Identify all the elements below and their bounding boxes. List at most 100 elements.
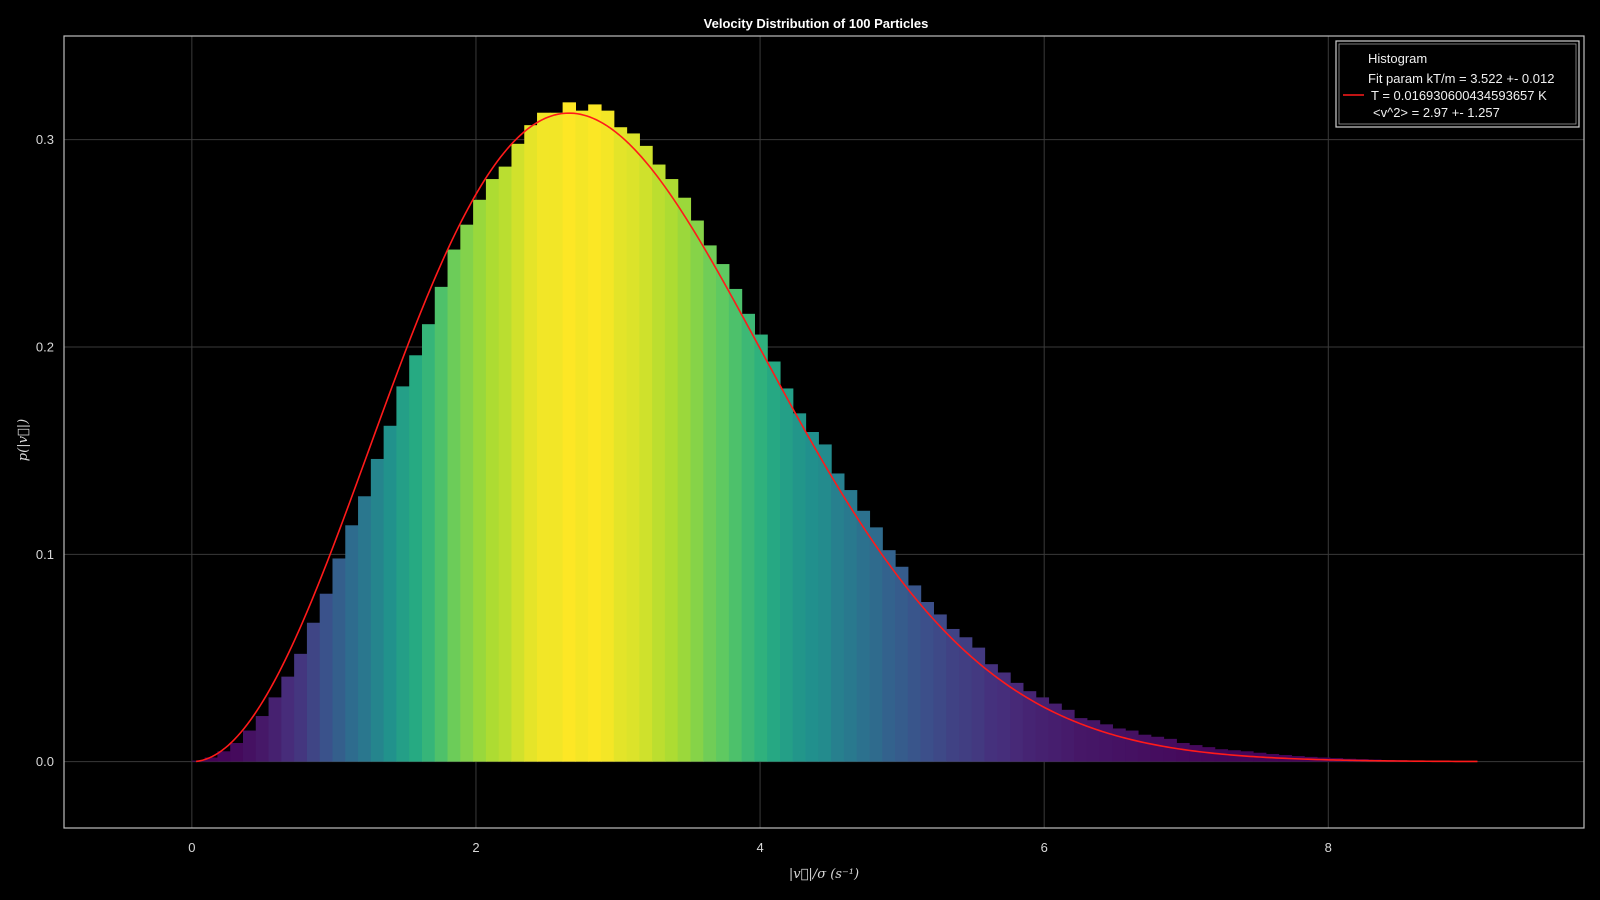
histogram-bar — [460, 224, 474, 762]
histogram-bar — [754, 334, 768, 762]
histogram-bar — [600, 110, 615, 762]
x-tick-label: 2 — [472, 840, 479, 855]
histogram-bar — [613, 127, 628, 762]
histogram-bar — [639, 145, 653, 762]
fit-curve-line — [195, 112, 1478, 763]
histogram-bar — [677, 197, 692, 762]
y-axis-label: p(|v⃗|) — [16, 419, 31, 461]
histogram-bar — [984, 664, 998, 762]
histogram-bar — [1189, 745, 1203, 762]
histogram-bar — [1048, 703, 1062, 762]
histogram-bar — [779, 388, 794, 762]
histogram-bar — [306, 622, 321, 762]
histogram-bar — [421, 324, 436, 762]
histogram-bar — [537, 112, 551, 762]
histogram-bar — [396, 386, 410, 762]
histogram-bar — [409, 355, 423, 762]
legend-box — [1335, 40, 1580, 128]
histogram-bar — [1163, 738, 1177, 762]
histogram-bar — [1035, 697, 1050, 762]
x-tick-label: 6 — [1041, 840, 1048, 855]
histogram-bar — [1010, 682, 1024, 762]
x-tick-label: 8 — [1325, 840, 1332, 855]
legend: Histogram Fit param kT/m = 3.522 +- 0.01… — [1335, 40, 1580, 128]
histogram-bars — [191, 102, 1433, 762]
histogram-bar — [473, 199, 487, 762]
histogram-bar — [255, 716, 270, 762]
histogram-bar — [319, 593, 334, 762]
histogram-bar — [767, 361, 781, 762]
histogram-bar — [971, 647, 986, 762]
histogram-bar — [1176, 742, 1190, 762]
y-tick-label: 0.0 — [36, 754, 54, 769]
histogram-bar — [511, 143, 525, 762]
plot-frame — [63, 35, 1585, 829]
histogram-bar — [383, 425, 398, 762]
histogram-bar — [1086, 720, 1101, 762]
histogram-bar — [242, 730, 257, 762]
histogram-bar — [204, 757, 219, 762]
histogram-bar — [792, 413, 807, 762]
histogram-bar — [434, 286, 449, 762]
histogram-bar — [831, 473, 845, 762]
histogram-bar — [869, 527, 883, 762]
histogram-bar — [958, 637, 973, 762]
histogram-bar — [230, 742, 244, 762]
histogram-bar — [1061, 709, 1075, 762]
legend-entry-fit-param: Fit param kT/m = 3.522 +- 0.012 — [1368, 71, 1554, 86]
histogram-bar — [907, 585, 922, 762]
histogram-bar — [1150, 736, 1165, 762]
y-tick-labels: 0.0 0.1 0.2 0.3 — [36, 132, 54, 769]
histogram-bar — [1112, 728, 1126, 762]
histogram-bar — [1137, 734, 1152, 762]
x-tick-label: 0 — [188, 840, 195, 855]
histogram-bar — [946, 628, 960, 762]
histogram-bar — [741, 313, 755, 762]
histogram-bar — [588, 104, 602, 762]
y-tick-label: 0.1 — [36, 547, 54, 562]
histogram-bar — [1022, 691, 1037, 762]
histogram-bar — [997, 672, 1011, 762]
histogram-bar — [345, 525, 359, 762]
histogram-bar — [549, 112, 564, 762]
histogram-bar — [498, 166, 513, 762]
histogram-bar — [920, 602, 934, 762]
legend-entry-temperature: T = 0.016930600434593657 K — [1371, 88, 1547, 103]
histogram-bar — [1074, 718, 1088, 762]
histogram-bar — [575, 110, 589, 762]
histogram-bar — [703, 245, 717, 762]
legend-inner-border — [1338, 43, 1577, 125]
histogram-bar — [690, 220, 704, 762]
histogram-bar — [626, 133, 640, 762]
histogram-bar — [818, 444, 832, 762]
histogram-bar — [294, 653, 308, 762]
histogram-bar — [281, 676, 295, 762]
histogram-bar — [217, 751, 231, 762]
histogram-bar — [664, 179, 679, 762]
histogram-bar — [652, 164, 666, 762]
histogram-bar — [882, 550, 896, 762]
histogram-bar — [358, 496, 372, 762]
x-tick-labels: 0 2 4 6 8 — [188, 840, 1332, 855]
y-tick-label: 0.3 — [36, 132, 54, 147]
histogram-bar — [1125, 730, 1139, 762]
histogram-bar — [933, 614, 947, 762]
histogram-bar — [332, 558, 346, 762]
y-tick-label: 0.2 — [36, 339, 54, 354]
x-tick-label: 4 — [756, 840, 763, 855]
chart-title: Velocity Distribution of 100 Particles — [704, 16, 929, 31]
histogram-bar — [856, 510, 871, 762]
histogram-bar — [524, 125, 538, 762]
histogram-bar — [1099, 724, 1113, 762]
histogram-bar — [728, 288, 743, 762]
histogram-bar — [370, 458, 385, 762]
histogram-bar — [447, 249, 461, 762]
legend-entry-mean-square-velocity: <v^2> = 2.97 +- 1.257 — [1373, 105, 1500, 120]
legend-entry-histogram: Histogram — [1368, 51, 1427, 66]
histogram-bar — [805, 432, 819, 762]
histogram-bar — [843, 490, 858, 762]
histogram-bar — [485, 179, 500, 762]
histogram-bar — [268, 697, 282, 762]
histogram-bar — [895, 566, 909, 762]
